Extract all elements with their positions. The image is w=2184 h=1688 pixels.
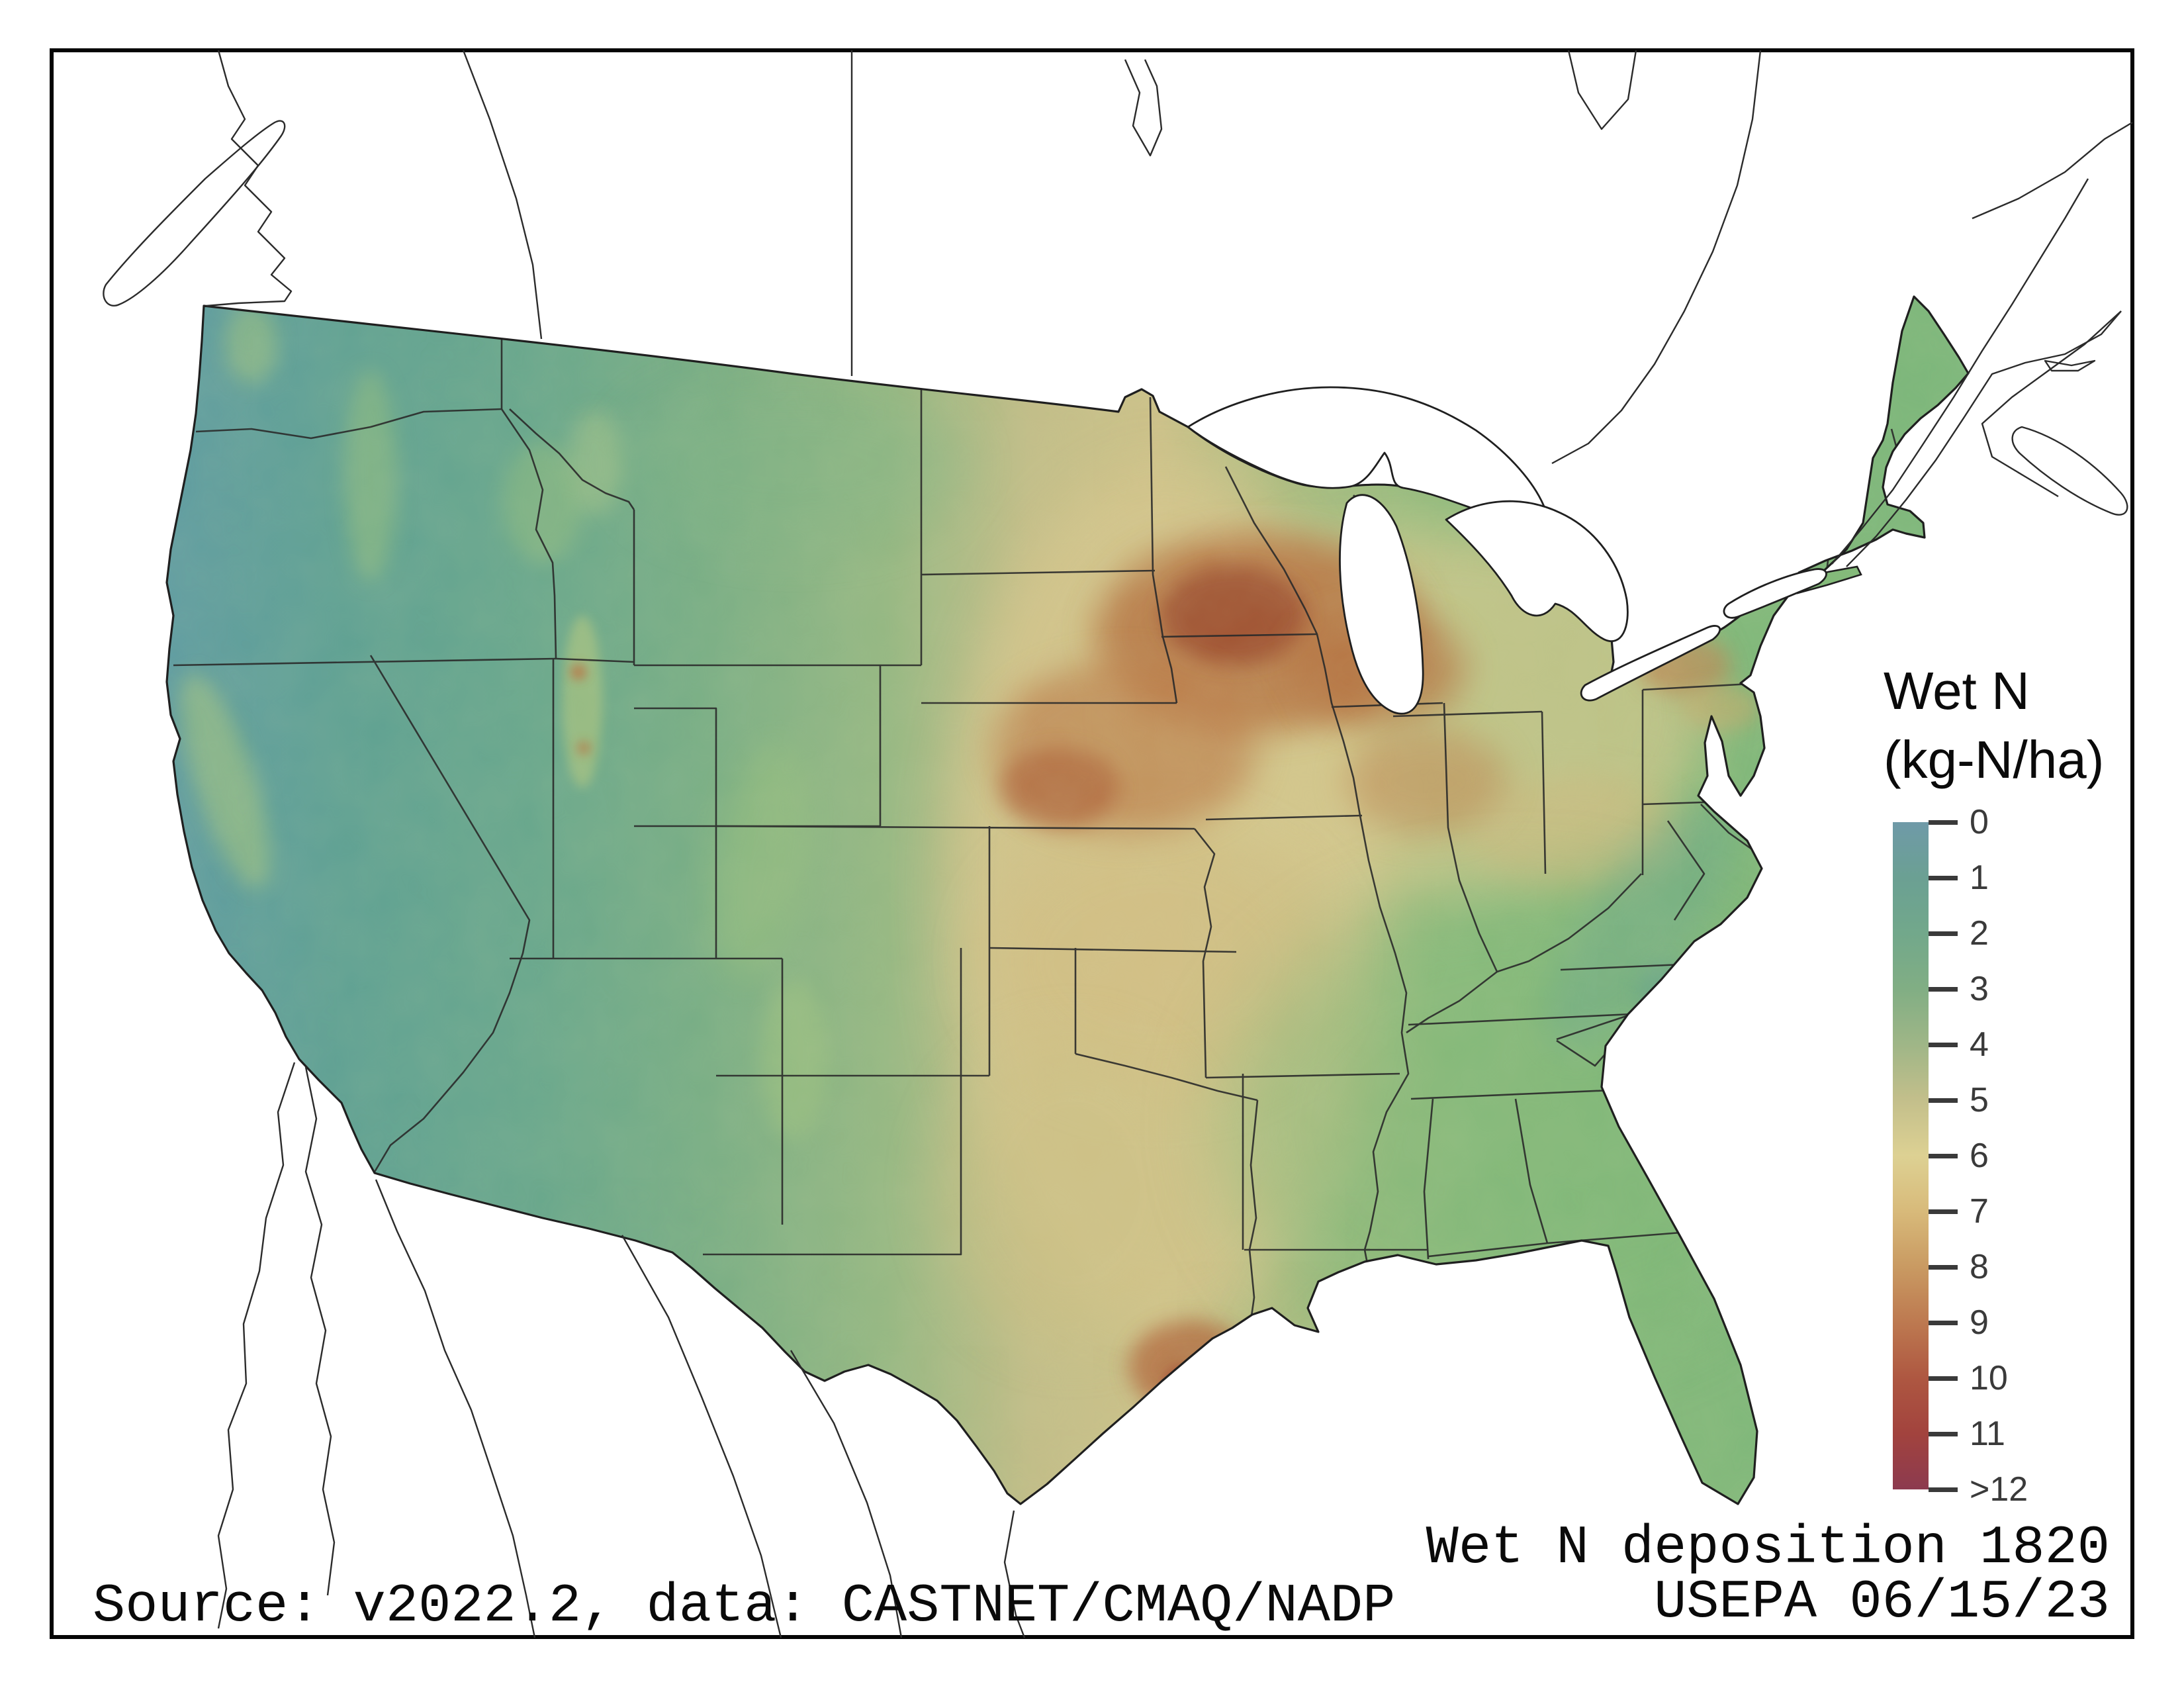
colorbar-tick — [1929, 1431, 1958, 1436]
agency-date-caption: USEPA 06/15/23 — [1654, 1571, 2110, 1633]
colorbar-tick — [1929, 1264, 1958, 1270]
colorbar-tick-label: >12 — [1970, 1470, 2028, 1509]
nova-scotia — [2011, 426, 2128, 516]
colorbar-tick-label: 1 — [1970, 859, 1989, 897]
colorbar-tick-label: 3 — [1970, 970, 1989, 1008]
colorbar-tick — [1929, 820, 1958, 825]
colorbar-tick-label: 0 — [1970, 803, 1989, 841]
us-map — [103, 50, 2133, 1638]
colorbar-tick-label: 10 — [1970, 1359, 2008, 1397]
us-deposition-raster — [165, 295, 1970, 1505]
colorbar-tick-label: 7 — [1970, 1192, 1989, 1231]
colorbar-tick-label: 4 — [1970, 1025, 1989, 1064]
colorbar-tick — [1929, 986, 1958, 992]
mexico-gulf-coast — [1003, 1510, 1026, 1638]
legend-title-line2: (kg-N/ha) — [1884, 730, 2105, 789]
legend-title: Wet N (kg-N/ha) — [1884, 657, 2104, 794]
vancouver-island — [103, 120, 286, 306]
map-caption: Wet N deposition 1820 — [1426, 1517, 2110, 1579]
baja-california — [217, 1062, 296, 1629]
bc-coast — [206, 50, 293, 307]
colorbar-tick — [1929, 931, 1958, 936]
colorbar-tick — [1929, 1376, 1958, 1381]
st-lawrence — [1831, 178, 2089, 565]
colorbar-tick — [1929, 1209, 1958, 1214]
source-caption: Source: v2022.2, data: CASTNET/CMAQ/NADP — [93, 1575, 1396, 1637]
prince-edward-island — [2044, 359, 2096, 372]
colorbar-tick — [1929, 1098, 1958, 1103]
lake-erie — [1580, 625, 1721, 702]
colorbar-tick — [1929, 1320, 1958, 1325]
colorbar-tick — [1929, 875, 1958, 880]
colorbar-tick-label: 8 — [1970, 1248, 1989, 1286]
colorbar — [1893, 822, 1929, 1489]
lake-michigan — [1339, 494, 1424, 715]
new-brunswick-coast — [1981, 310, 2122, 498]
foreign-borders — [103, 50, 2133, 1638]
colorbar-tick — [1929, 1153, 1958, 1158]
colorbar-tick-label: 11 — [1970, 1415, 2005, 1453]
colorbar-tick — [1929, 1042, 1958, 1047]
james-bay — [1567, 50, 1637, 130]
colorbar-tick-label: 6 — [1970, 1137, 1989, 1175]
great-lakes — [1187, 386, 1827, 715]
lake-huron — [1445, 500, 1629, 642]
colorbar-tick — [1929, 1487, 1958, 1492]
lake-ontario — [1723, 568, 1827, 619]
legend-title-line1: Wet N — [1884, 661, 2030, 720]
mexico-gulf-of-california-coast — [375, 1179, 536, 1638]
colorbar-tick-label: 5 — [1970, 1081, 1989, 1119]
colorbar-tick-label: 9 — [1970, 1303, 1989, 1342]
colorbar-tick-label: 2 — [1970, 914, 1989, 953]
lake-winnipeg — [1124, 59, 1163, 157]
